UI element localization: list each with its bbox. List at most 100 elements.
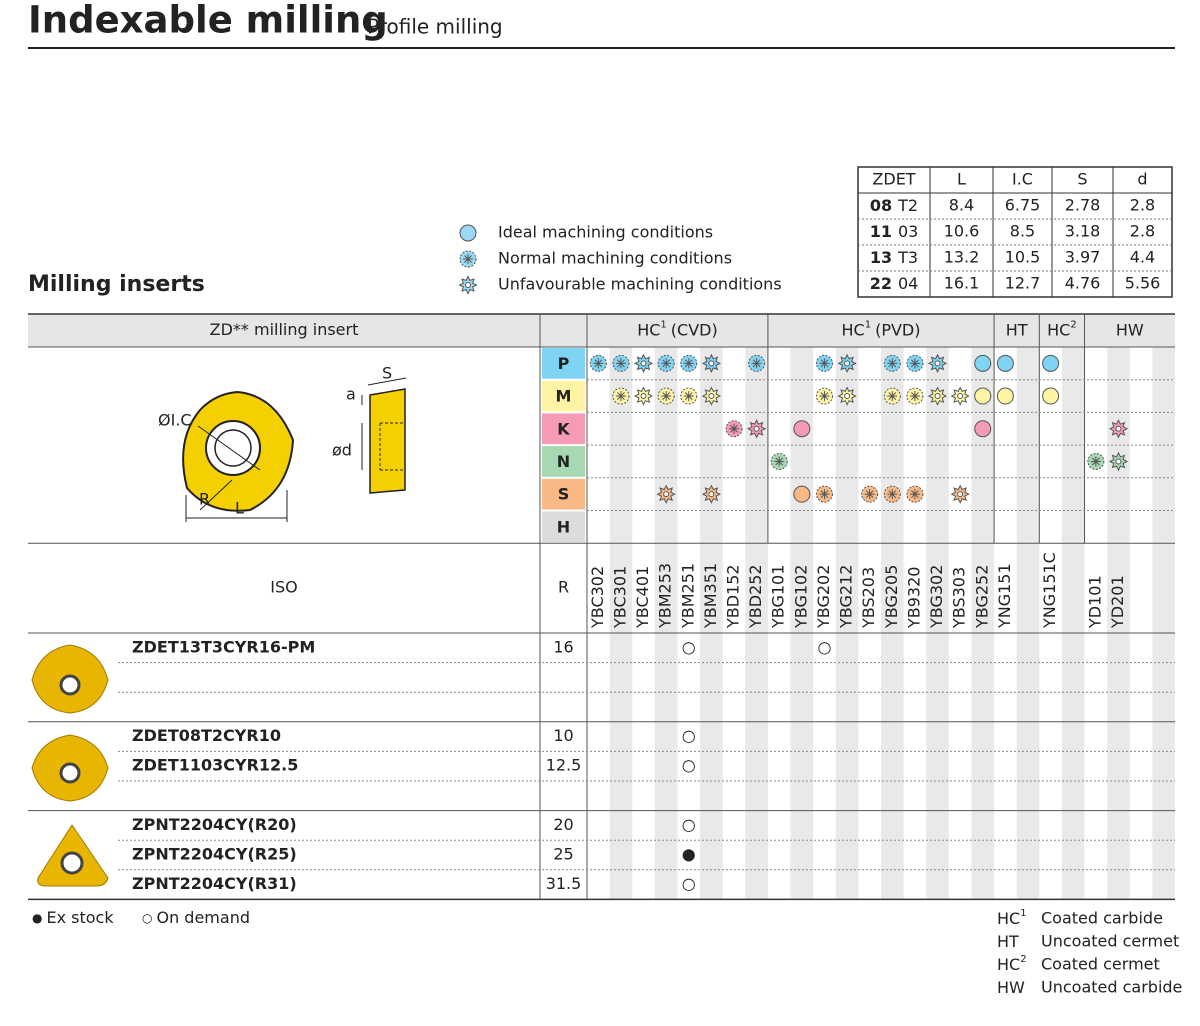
legend-label: Ideal machining conditions [498, 223, 713, 242]
group-header: HT [1006, 320, 1028, 339]
dim-cell: 2.8 [1130, 222, 1155, 241]
dim-size-code: T2 [897, 196, 918, 215]
rating-symbol [815, 387, 833, 405]
grade-name: YBC401 [633, 566, 652, 629]
rating-symbol-ray [662, 392, 671, 400]
rating-symbol-core [708, 360, 715, 367]
column-stripe [654, 347, 678, 900]
rating-symbol [748, 354, 766, 372]
rating-symbol [950, 484, 970, 504]
legend-symbol-core [465, 282, 471, 288]
grade-name: YBG102 [791, 565, 810, 629]
rating-symbol [906, 387, 924, 405]
dim-cell: 2.8 [1130, 196, 1155, 215]
legend-label: Unfavourable machining conditions [498, 275, 782, 294]
rating-symbol [837, 353, 857, 374]
dim-header: S [1077, 170, 1087, 189]
rating-symbol [701, 353, 722, 374]
grade-name: YBG302 [927, 565, 946, 629]
rating-symbol [725, 420, 743, 438]
legend-symbol [459, 224, 477, 242]
glossary-label: Coated carbide [1041, 909, 1163, 928]
rating-symbol-ray [684, 359, 693, 368]
rating-symbol-core [753, 425, 760, 432]
rating-symbol [770, 452, 788, 470]
product-code: ZDET13T3CYR16-PM [132, 637, 315, 656]
grade-name: YBC301 [610, 566, 629, 629]
dim-cell: 13.2 [944, 248, 980, 267]
rating-symbol [974, 354, 992, 372]
rating-symbol [612, 387, 630, 405]
rating-symbol [1042, 354, 1060, 372]
product-r: 12.5 [546, 756, 582, 775]
material-cell [542, 446, 585, 477]
product-r: 16 [553, 637, 573, 656]
material-letter: K [557, 419, 570, 438]
dim-header: d [1137, 170, 1147, 189]
column-stripe [971, 347, 995, 900]
dim-header: I.C [1012, 170, 1033, 189]
on-demand: ○ On demand [142, 908, 250, 927]
dim-cell: 3.18 [1065, 222, 1101, 241]
stock-mark: ○ [682, 726, 696, 745]
ex-stock: ● Ex stock [32, 908, 114, 927]
dim-size-num: 13 [870, 248, 892, 267]
rating-symbol [612, 354, 630, 372]
dim-size-code: 03 [898, 222, 918, 241]
dim-size-num: 11 [870, 222, 892, 241]
column-stripe [835, 347, 859, 900]
diagram-label: R [199, 490, 210, 509]
rating-symbol [996, 354, 1014, 372]
r-header: R [558, 578, 569, 597]
product-code: ZPNT2204CY(R31) [132, 874, 297, 893]
product-r: 31.5 [546, 874, 582, 893]
rating-symbol-core [934, 393, 941, 400]
rating-symbol [974, 387, 992, 405]
dim-size: 11 03 [870, 222, 919, 241]
rating-symbol-core [640, 360, 647, 367]
product-r: 10 [553, 726, 573, 745]
rating-symbol [701, 484, 722, 504]
material-letter: N [557, 452, 570, 471]
stock-mark: ○ [682, 815, 696, 834]
dim-cell: 2.78 [1065, 196, 1101, 215]
product-code: ZPNT2204CY(R25) [132, 845, 297, 864]
group-suffix: (CVD) [671, 320, 718, 339]
dim-cell: 10.5 [1005, 248, 1041, 267]
glossary-label: Uncoated carbide [1041, 978, 1182, 997]
rating-symbol [657, 387, 675, 405]
dim-cell: 10.6 [944, 222, 980, 241]
rating-symbol-ray [684, 392, 693, 400]
rating-symbol-ray [730, 424, 738, 433]
material-cell [542, 380, 585, 412]
diagram-label: ØI.C [158, 411, 192, 430]
rating-symbol [680, 387, 698, 405]
rating-symbol [1087, 452, 1105, 470]
rating-symbol-core [844, 393, 851, 400]
material-letter: H [557, 517, 570, 536]
section-title: Milling inserts [28, 272, 205, 297]
rating-symbol-core [708, 393, 715, 400]
rating-symbol [927, 386, 948, 406]
rating-symbol [927, 353, 948, 374]
glossary-sup: 2 [1020, 954, 1026, 965]
diagram-label: S [382, 364, 392, 383]
group-suffix: (PVD) [875, 320, 920, 339]
rating-symbol [680, 354, 698, 372]
rating-symbol-ray [888, 490, 897, 499]
rating-symbol [883, 485, 901, 503]
grade-name: YBG205 [882, 565, 901, 629]
grade-name: YBM253 [656, 563, 675, 629]
rating-symbol-core [640, 393, 647, 400]
grade-name: YBG212 [837, 565, 856, 629]
rating-symbol [837, 386, 857, 406]
glossary-abbr-text: HT [997, 932, 1019, 951]
dim-cell: 16.1 [944, 274, 980, 293]
rating-symbol [1042, 387, 1060, 405]
ex-stock-symbol: ● [32, 911, 42, 925]
rating-symbol [815, 354, 833, 372]
rating-symbol [793, 420, 811, 438]
group-sup: 2 [1070, 320, 1076, 331]
group-sup: 1 [865, 320, 871, 331]
rating-symbol [656, 484, 676, 504]
